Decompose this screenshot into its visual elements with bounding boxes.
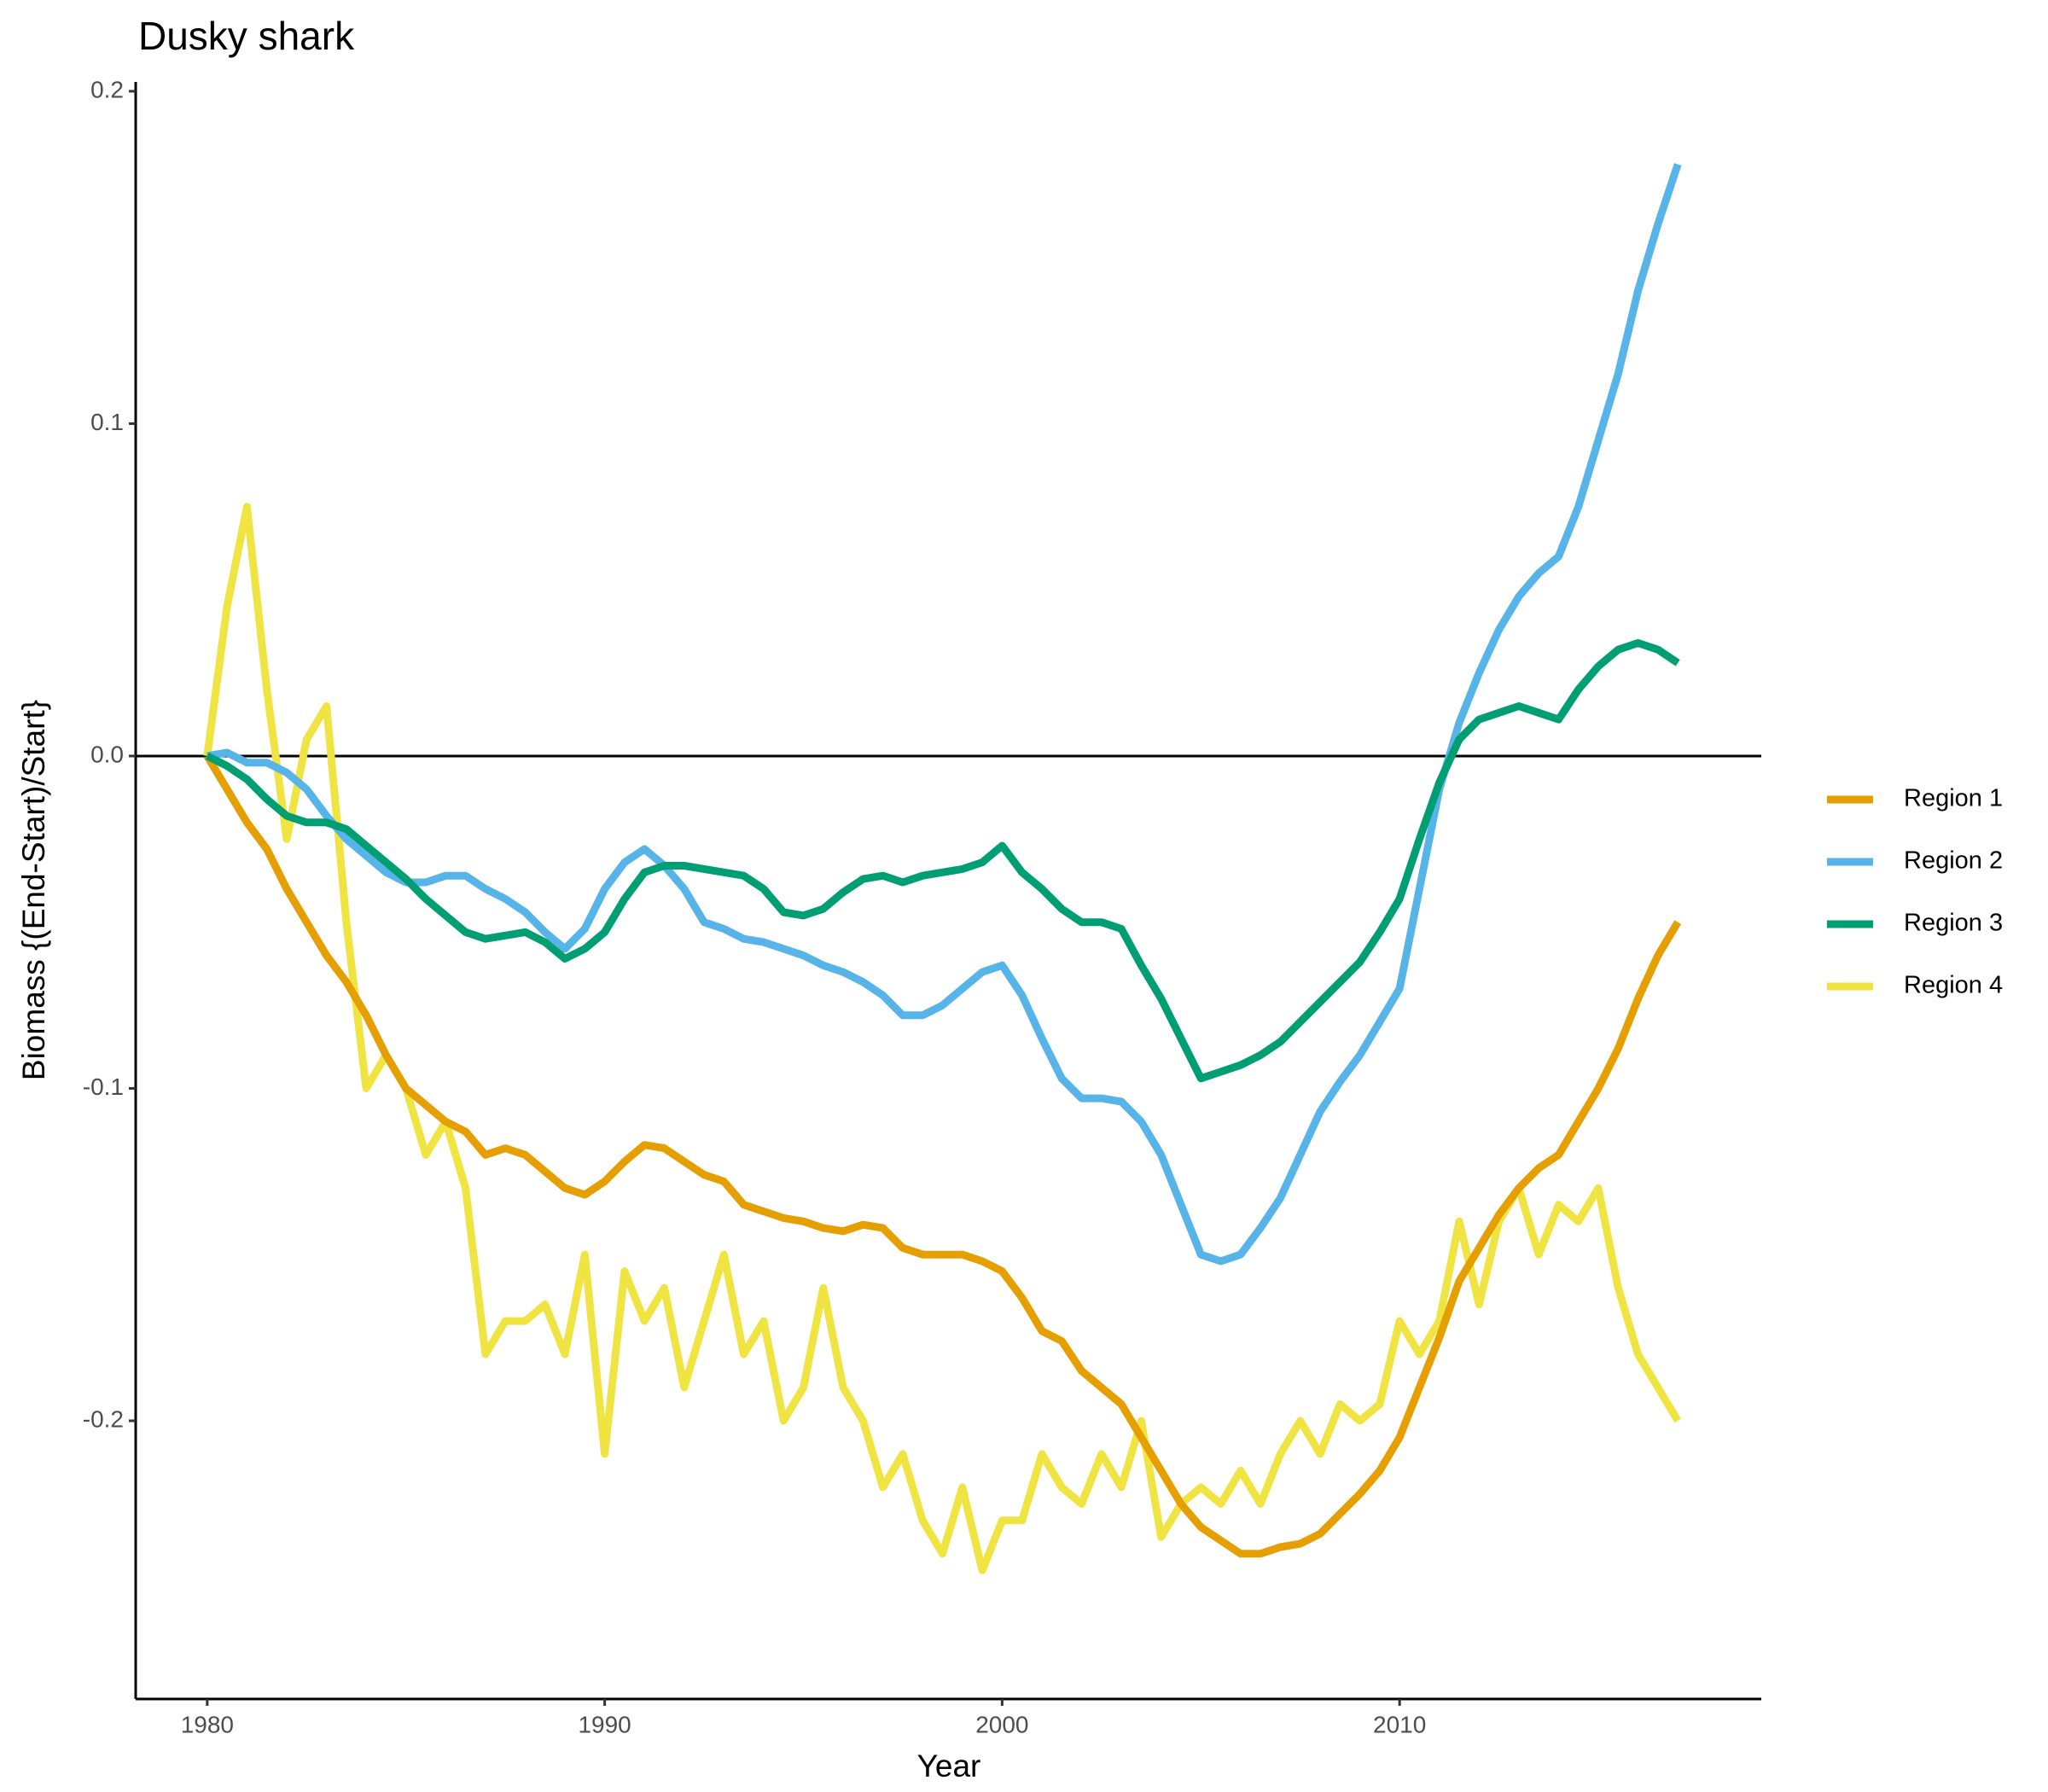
series-line [207, 163, 1682, 1265]
x-tick-label: 1990 [578, 1711, 631, 1737]
y-tick-label: -0.2 [83, 1405, 124, 1432]
y-axis-title: Biomass {(End-Start)/Start} [16, 700, 51, 1080]
legend-label: Region 3 [1904, 910, 2003, 937]
y-tick-label: 0.1 [90, 409, 124, 435]
series-line [203, 753, 1682, 1558]
y-tick-label: 0.2 [90, 76, 124, 102]
series-line [205, 639, 1680, 1083]
x-tick-label: 2010 [1373, 1711, 1426, 1737]
legend-label: Region 2 [1904, 847, 2003, 875]
chart-title: Dusky shark [138, 14, 355, 58]
y-tick-label: -0.1 [83, 1073, 124, 1100]
legend-label: Region 4 [1904, 972, 2003, 999]
legend-label: Region 1 [1904, 785, 2003, 812]
x-tick-label: 2000 [975, 1711, 1028, 1737]
y-tick-label: 0.0 [90, 741, 124, 767]
x-tick-label: 1980 [181, 1711, 234, 1737]
series-line [203, 503, 1682, 1574]
x-axis-title: Year [917, 1748, 981, 1783]
